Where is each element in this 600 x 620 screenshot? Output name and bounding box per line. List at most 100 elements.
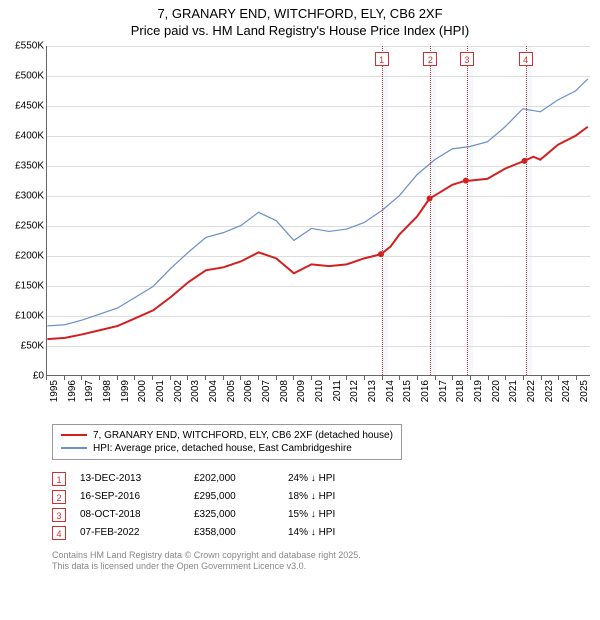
footnote-price: £202,000 — [194, 473, 274, 484]
x-tick-mark — [488, 376, 489, 380]
y-tick-label: £0 — [33, 370, 44, 381]
title-line-2: Price paid vs. HM Land Registry's House … — [10, 23, 590, 40]
footnote-date: 07-FEB-2022 — [80, 527, 180, 538]
x-tick-label: 2005 — [226, 380, 237, 402]
x-tick-label: 2020 — [491, 380, 502, 402]
y-tick-label: £250K — [15, 220, 44, 231]
x-tick-label: 2024 — [561, 380, 572, 402]
series-line-hpi — [47, 79, 588, 326]
footnote-price: £325,000 — [194, 509, 274, 520]
legend-swatch — [61, 447, 87, 449]
footnote-diff: 24% ↓ HPI — [288, 473, 335, 484]
x-tick-mark — [293, 376, 294, 380]
x-tick-label: 2016 — [420, 380, 431, 402]
x-tick-label: 1995 — [49, 380, 60, 402]
x-tick-label: 2007 — [261, 380, 272, 402]
license-line-2: This data is licensed under the Open Gov… — [52, 561, 590, 572]
x-tick-mark — [470, 376, 471, 380]
x-tick-mark — [452, 376, 453, 380]
x-tick-label: 2000 — [137, 380, 148, 402]
y-tick-label: £200K — [15, 250, 44, 261]
footnote-number-box: 2 — [52, 490, 66, 504]
x-tick-mark — [223, 376, 224, 380]
x-tick-mark — [576, 376, 577, 380]
x-tick-mark — [505, 376, 506, 380]
footnote-price: £358,000 — [194, 527, 274, 538]
y-tick-label: £50K — [21, 340, 44, 351]
legend-swatch — [61, 434, 87, 436]
x-tick-label: 2008 — [279, 380, 290, 402]
x-tick-label: 2021 — [508, 380, 519, 402]
footnote-diff: 18% ↓ HPI — [288, 491, 335, 502]
y-tick-label: £350K — [15, 160, 44, 171]
x-tick-label: 1997 — [84, 380, 95, 402]
chart-area: £0£50K£100K£150K£200K£250K£300K£350K£400… — [10, 46, 590, 416]
marker-line — [526, 46, 527, 375]
marker-line — [382, 46, 383, 375]
x-tick-label: 2003 — [190, 380, 201, 402]
title-block: 7, GRANARY END, WITCHFORD, ELY, CB6 2XF … — [10, 6, 590, 40]
x-tick-label: 2010 — [314, 380, 325, 402]
y-tick-label: £100K — [15, 310, 44, 321]
x-tick-mark — [258, 376, 259, 380]
x-tick-mark — [152, 376, 153, 380]
x-tick-label: 2012 — [349, 380, 360, 402]
marker-line — [467, 46, 468, 375]
footnote-diff: 15% ↓ HPI — [288, 509, 335, 520]
series-line-price_paid — [47, 127, 588, 339]
x-tick-mark — [417, 376, 418, 380]
footnote-date: 16-SEP-2016 — [80, 491, 180, 502]
footnote-diff: 14% ↓ HPI — [288, 527, 335, 538]
y-tick-label: £150K — [15, 280, 44, 291]
y-tick-label: £450K — [15, 100, 44, 111]
x-tick-mark — [346, 376, 347, 380]
marker-number-box: 4 — [519, 52, 533, 66]
x-tick-mark — [364, 376, 365, 380]
x-tick-label: 2022 — [526, 380, 537, 402]
marker-number-box: 1 — [375, 52, 389, 66]
x-tick-label: 2013 — [367, 380, 378, 402]
x-tick-mark — [134, 376, 135, 380]
footnote-number-box: 4 — [52, 526, 66, 540]
title-line-1: 7, GRANARY END, WITCHFORD, ELY, CB6 2XF — [10, 6, 590, 23]
x-tick-label: 1998 — [102, 380, 113, 402]
x-tick-label: 2025 — [579, 380, 590, 402]
marker-number-box: 3 — [460, 52, 474, 66]
plot-region: 1 2 3 4 — [46, 46, 590, 376]
x-tick-mark — [81, 376, 82, 380]
x-tick-label: 2006 — [243, 380, 254, 402]
footnotes: 113-DEC-2013£202,00024% ↓ HPI216-SEP-201… — [52, 470, 590, 542]
x-tick-mark — [435, 376, 436, 380]
x-tick-mark — [329, 376, 330, 380]
x-axis: 1995199619971998199920002001200220032004… — [46, 376, 590, 416]
legend-item: 7, GRANARY END, WITCHFORD, ELY, CB6 2XF … — [61, 429, 393, 442]
x-tick-mark — [523, 376, 524, 380]
footnote-row: 3 08-OCT-2018 £325,000 15% ↓ HPI — [52, 506, 590, 524]
x-tick-mark — [46, 376, 47, 380]
x-tick-mark — [399, 376, 400, 380]
x-tick-mark — [240, 376, 241, 380]
legend-label: 7, GRANARY END, WITCHFORD, ELY, CB6 2XF … — [93, 430, 393, 441]
x-tick-mark — [64, 376, 65, 380]
x-tick-mark — [187, 376, 188, 380]
footnote-date: 08-OCT-2018 — [80, 509, 180, 520]
marker-number-box: 2 — [423, 52, 437, 66]
chart-container: 7, GRANARY END, WITCHFORD, ELY, CB6 2XF … — [0, 0, 600, 580]
x-tick-mark — [311, 376, 312, 380]
y-tick-label: £300K — [15, 190, 44, 201]
x-tick-mark — [276, 376, 277, 380]
marker-line — [430, 46, 431, 375]
x-tick-label: 2023 — [544, 380, 555, 402]
x-tick-label: 1996 — [67, 380, 78, 402]
legend: 7, GRANARY END, WITCHFORD, ELY, CB6 2XF … — [52, 424, 402, 460]
y-tick-label: £550K — [15, 40, 44, 51]
x-tick-mark — [558, 376, 559, 380]
footnote-number-box: 3 — [52, 508, 66, 522]
x-tick-label: 2002 — [173, 380, 184, 402]
x-tick-mark — [117, 376, 118, 380]
x-tick-label: 2017 — [438, 380, 449, 402]
x-tick-label: 2011 — [332, 380, 343, 402]
footnote-price: £295,000 — [194, 491, 274, 502]
license-text: Contains HM Land Registry data © Crown c… — [52, 550, 590, 573]
legend-label: HPI: Average price, detached house, East… — [93, 443, 352, 454]
